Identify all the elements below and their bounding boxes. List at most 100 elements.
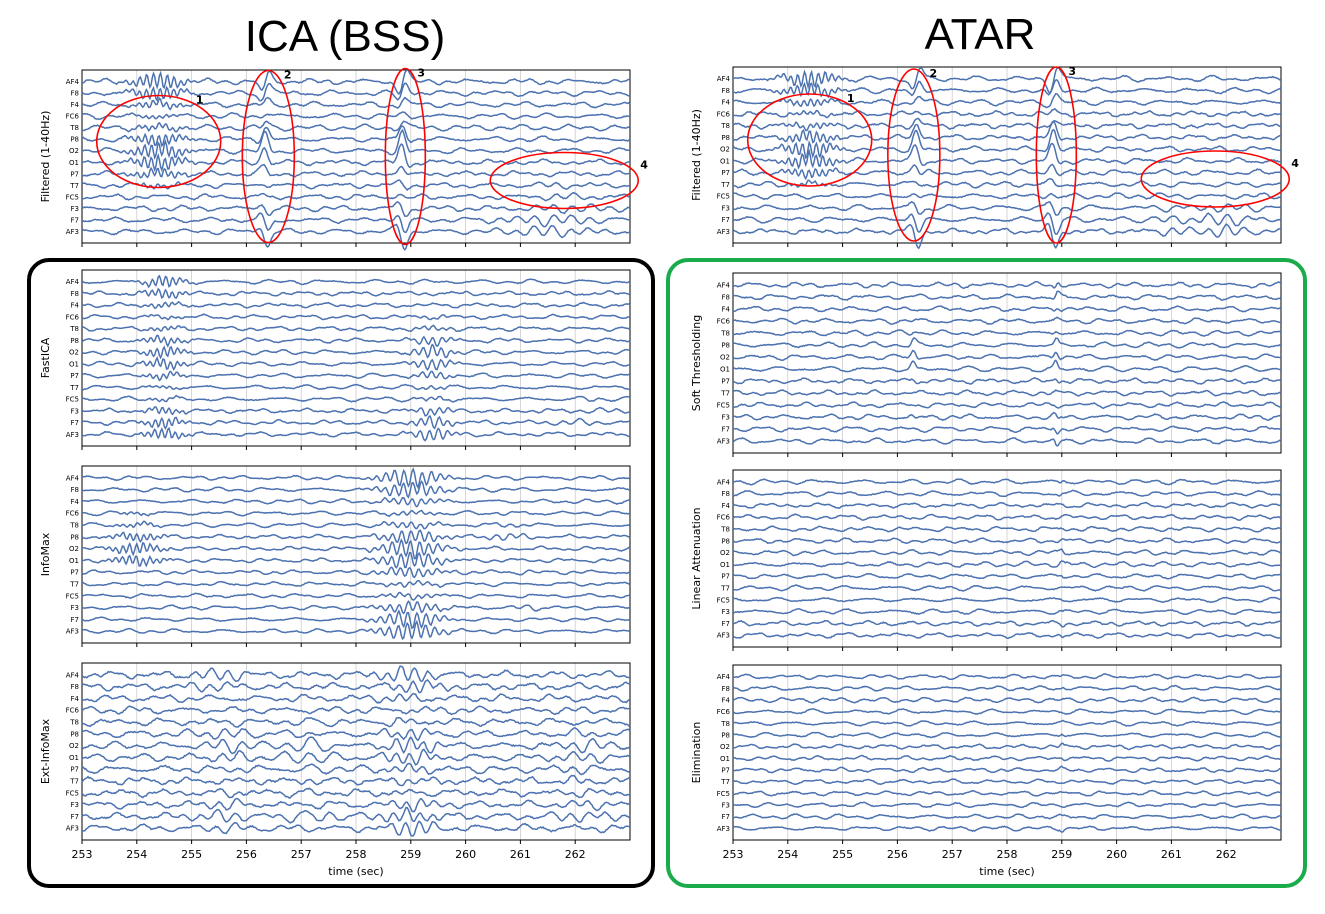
- eeg-trace-p7: [81, 566, 631, 579]
- x-tick-label: 261: [1161, 848, 1182, 861]
- eeg-trace-t8: [732, 525, 1282, 533]
- eeg-trace-fc5: [732, 400, 1281, 410]
- eeg-trace-o2: [732, 349, 1282, 362]
- channel-tick-label: P8: [70, 533, 79, 541]
- eeg-trace-f4: [732, 92, 1282, 109]
- channel-tick-label: F3: [722, 802, 730, 810]
- channel-tick-label: T8: [720, 720, 730, 728]
- eeg-trace-p7: [732, 376, 1282, 385]
- channel-tick-label: FC6: [717, 708, 731, 716]
- channel-tick-label: AF4: [66, 78, 80, 86]
- eeg-trace-f3: [732, 411, 1282, 422]
- x-tick-label: 255: [181, 848, 202, 861]
- eeg-trace-o2: [732, 742, 1281, 751]
- channel-tick-label: F8: [71, 486, 79, 494]
- channel-tick-label: AF3: [717, 438, 730, 446]
- eeg-trace-fc6: [81, 313, 631, 321]
- eeg-trace-af4: [733, 66, 1282, 94]
- channel-tick-label: FC5: [717, 402, 730, 410]
- channel-tick-label: O1: [720, 561, 730, 569]
- eeg-trace-o2: [81, 538, 631, 560]
- atar-title: ATAR: [924, 10, 1036, 59]
- artifact-ellipse-1: [746, 93, 873, 187]
- eeg-trace-f4: [732, 305, 1282, 313]
- y-axis-label: Filtered (1-40Hz): [39, 111, 52, 203]
- channel-tick-label: F7: [71, 216, 79, 224]
- eeg-trace-t7: [732, 389, 1282, 397]
- artifact-label-4: 4: [1291, 157, 1299, 170]
- channel-tick-label: O1: [720, 366, 730, 374]
- channel-tick-label: FC6: [717, 110, 731, 118]
- channel-tick-label: O1: [69, 159, 79, 167]
- eeg-trace-p8: [81, 529, 631, 545]
- eeg-trace-o2: [732, 128, 1282, 160]
- eeg-trace-o1: [732, 142, 1282, 170]
- channel-tick-label: F4: [722, 99, 731, 107]
- channel-tick-label: FC5: [717, 596, 730, 604]
- channel-tick-label: F4: [722, 306, 731, 314]
- channel-tick-label: T8: [69, 124, 79, 132]
- eeg-trace-t8: [732, 329, 1282, 337]
- channel-tick-label: F4: [71, 101, 80, 109]
- x-tick-label: 256: [236, 848, 257, 861]
- channel-tick-label: FC5: [66, 789, 79, 797]
- channel-tick-label: P8: [70, 730, 79, 738]
- eeg-trace-fc5: [732, 192, 1282, 201]
- eeg-trace-f8: [81, 679, 631, 694]
- eeg-trace-fc5: [81, 394, 631, 403]
- channel-tick-label: T7: [69, 778, 79, 786]
- eeg-trace-f8: [81, 82, 631, 102]
- eeg-trace-fc5: [82, 191, 631, 202]
- eeg-trace-af4: [732, 673, 1282, 681]
- channel-tick-label: T7: [69, 384, 79, 392]
- channel-tick-label: P7: [721, 378, 730, 386]
- x-tick-label: 260: [455, 848, 476, 861]
- eeg-trace-fc6: [81, 705, 630, 716]
- eeg-trace-fc5: [81, 787, 631, 799]
- channel-tick-label: F3: [71, 407, 79, 415]
- eeg-trace-p7: [81, 370, 631, 382]
- eeg-trace-f8: [732, 489, 1282, 498]
- channel-tick-label: T7: [69, 581, 79, 589]
- artifact-label-3: 3: [417, 67, 425, 80]
- eeg-trace-p7: [732, 163, 1282, 181]
- eeg-trace-f4: [81, 496, 631, 508]
- channel-tick-label: T8: [720, 526, 730, 534]
- channel-tick-label: O1: [69, 360, 79, 368]
- eeg-trace-p7: [732, 765, 1282, 774]
- channel-tick-label: FC5: [66, 592, 79, 600]
- channel-tick-label: AF4: [717, 282, 731, 290]
- y-axis-label: Elimination: [690, 722, 703, 784]
- eeg-trace-f8: [733, 79, 1282, 99]
- eeg-trace-f3: [81, 406, 631, 417]
- channel-tick-label: F8: [71, 290, 79, 298]
- eeg-trace-o1: [732, 560, 1282, 569]
- eeg-trace-f4: [81, 692, 630, 704]
- eeg-trace-t8: [81, 324, 631, 333]
- channel-tick-label: F8: [71, 90, 79, 98]
- eeg-trace-af3: [81, 223, 631, 251]
- channel-tick-label: F8: [722, 87, 730, 95]
- channel-tick-label: O2: [720, 146, 730, 154]
- eeg-trace-f3: [81, 201, 631, 217]
- x-tick-label: 259: [400, 848, 421, 861]
- channel-tick-label: O2: [720, 549, 730, 557]
- channel-tick-label: P8: [70, 136, 79, 144]
- channel-tick-label: O2: [720, 354, 730, 362]
- x-tick-label: 256: [887, 848, 908, 861]
- channel-tick-label: O2: [69, 147, 79, 155]
- channel-tick-label: O1: [720, 755, 730, 763]
- channel-tick-label: AF3: [66, 825, 79, 833]
- eeg-trace-p7: [732, 572, 1282, 580]
- eeg-trace-f7: [81, 609, 631, 630]
- channel-tick-label: O1: [69, 557, 79, 565]
- artifact-label-2: 2: [929, 67, 937, 80]
- channel-tick-label: P8: [721, 134, 730, 142]
- artifact-ellipse-2: [887, 68, 941, 242]
- eeg-trace-fc5: [732, 596, 1282, 604]
- eeg-trace-af4: [81, 274, 631, 289]
- channel-tick-label: F8: [722, 294, 730, 302]
- eeg-trace-af3: [732, 632, 1282, 640]
- channel-tick-label: P7: [70, 569, 79, 577]
- channel-tick-label: P7: [721, 767, 730, 775]
